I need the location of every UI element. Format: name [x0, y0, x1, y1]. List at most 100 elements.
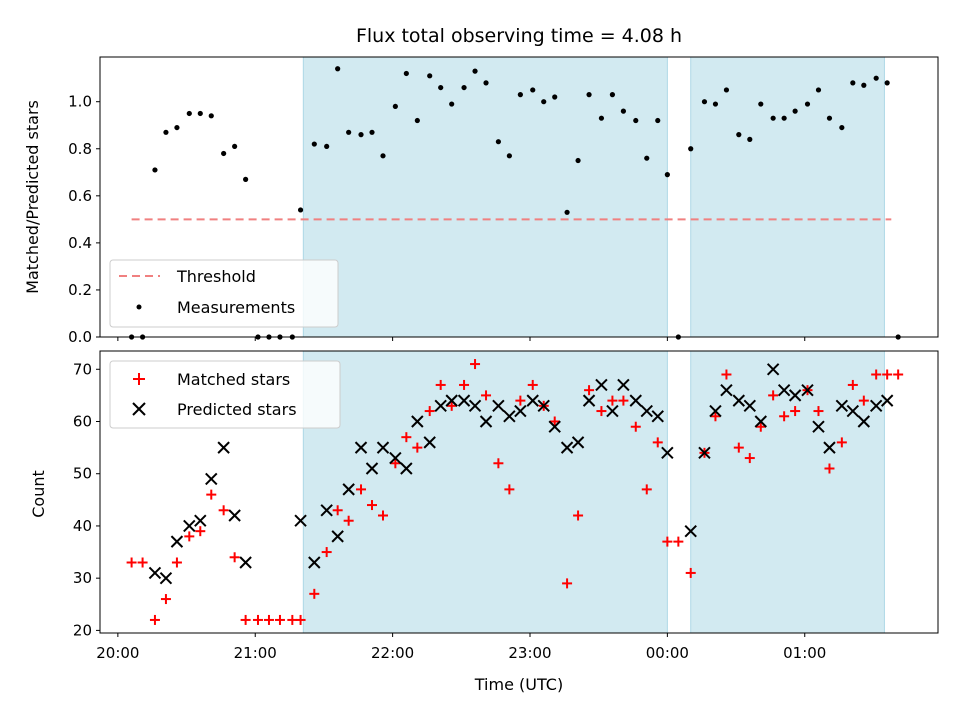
predicted-star-point — [411, 415, 424, 428]
predicted-star-point — [801, 383, 814, 397]
matched-star-point — [195, 526, 206, 537]
measurement-point — [781, 115, 787, 121]
measurement-point — [449, 101, 455, 107]
y-tick-label: 30 — [73, 569, 92, 587]
matched-star-point — [171, 557, 182, 568]
top-y-ticks: 0.0 0.2 0.4 0.6 0.8 1.0 — [68, 93, 100, 346]
predicted-star-point — [766, 363, 780, 376]
measurement-point — [620, 108, 627, 114]
predicted-star-point — [846, 404, 860, 418]
predicted-star-point — [640, 404, 653, 418]
matched-star-point — [652, 437, 663, 448]
y-tick-label: 50 — [73, 465, 92, 483]
measurement-point — [644, 155, 650, 161]
shaded-interval — [302, 56, 668, 338]
top-legend-box — [109, 259, 339, 328]
predicted-star-point — [788, 389, 802, 402]
predicted-star-point — [661, 446, 674, 460]
measurement-point — [232, 143, 238, 150]
matched-star-point — [149, 614, 160, 625]
matched-star-point — [295, 614, 306, 625]
predicted-star-point — [354, 441, 368, 454]
measurement-point — [873, 75, 879, 81]
matched-star-point — [424, 406, 435, 417]
matched-star-point — [332, 505, 343, 516]
measurement-point — [483, 80, 489, 86]
x-axis-label: Time (UTC) — [474, 675, 563, 694]
top-panel: 0.0 0.2 0.4 0.6 0.8 1.0 Flux total observing … — [23, 25, 939, 346]
predicted-star-point — [320, 504, 333, 517]
measurement-point — [664, 172, 670, 178]
matched-star-point — [685, 567, 696, 578]
matched-star-point — [871, 369, 882, 380]
matched-star-point — [673, 536, 684, 547]
y-tick-label: 60 — [73, 413, 92, 431]
bottom-legend-box — [109, 360, 341, 429]
predicted-star-point — [835, 399, 849, 413]
matched-star-point — [493, 458, 504, 469]
predicted-star-point — [857, 415, 871, 428]
measurement-point — [815, 87, 822, 93]
predicted-star-point — [548, 420, 561, 433]
matched-star-point — [367, 500, 378, 511]
predicted-star-point — [294, 514, 307, 527]
measurement-point — [324, 143, 330, 150]
predicted-star-point — [434, 399, 447, 413]
matched-stars-points — [126, 359, 904, 625]
predicted-star-point — [560, 441, 574, 454]
matched-star-point — [229, 552, 240, 563]
predicted-star-point — [239, 556, 252, 569]
measurement-point — [736, 132, 742, 138]
matched-star-point — [390, 458, 401, 469]
x-tick-label: 20:00 — [96, 644, 139, 662]
x-tick-label: 21:00 — [234, 644, 277, 662]
top-shaded-regions — [302, 56, 885, 338]
bottom-x-ticks: 20:00 21:00 22:00 23:00 00:00 01:00 — [96, 633, 826, 662]
y-tick-label: 0.4 — [68, 234, 92, 252]
predicted-star-point — [651, 410, 664, 423]
measurement-point — [403, 70, 409, 77]
predicted-star-point — [606, 404, 619, 418]
matched-star-point — [562, 578, 573, 589]
measurement-point — [152, 167, 158, 173]
matched-star-point — [721, 369, 732, 380]
predicted-star-point — [468, 399, 482, 413]
predicted-star-point — [571, 436, 585, 449]
matched-star-point — [459, 379, 470, 390]
chart-title: Flux total observing time = 4.08 h — [356, 25, 682, 47]
matched-star-point — [790, 406, 801, 417]
matched-star-point — [527, 379, 538, 390]
predicted-star-point — [170, 535, 184, 548]
matched-star-point — [274, 614, 285, 625]
matched-star-point — [206, 489, 217, 500]
measurement-point — [839, 124, 845, 131]
predicted-star-point — [526, 394, 539, 407]
predicted-star-point — [720, 383, 733, 397]
measurement-point — [506, 153, 512, 159]
top-axes-frame — [99, 56, 939, 338]
measurement-point — [335, 66, 341, 72]
y-tick-label: 20 — [73, 621, 92, 639]
matched-star-point — [184, 531, 195, 542]
y-tick-label: 40 — [73, 517, 92, 535]
matched-star-point — [240, 614, 251, 625]
measurement-points — [128, 66, 901, 340]
predicted-star-point — [743, 399, 757, 413]
matched-star-point — [252, 614, 263, 625]
matched-star-point — [356, 484, 367, 495]
bottom-y-ticks: 20 30 40 50 60 70 — [73, 360, 100, 639]
matched-star-point — [263, 614, 274, 625]
predicted-star-point — [684, 524, 697, 538]
predicted-star-point — [777, 383, 791, 397]
measurement-point — [517, 92, 523, 98]
x-tick-label: 23:00 — [508, 644, 551, 662]
predicted-star-point — [342, 483, 355, 496]
measurement-point — [758, 101, 764, 107]
matched-star-point — [630, 421, 641, 432]
matched-star-point — [309, 588, 320, 599]
legend-predicted-label: Predicted stars — [177, 400, 297, 419]
matched-star-point — [584, 385, 595, 396]
measurement-point — [712, 101, 719, 107]
predicted-star-point — [159, 571, 173, 585]
